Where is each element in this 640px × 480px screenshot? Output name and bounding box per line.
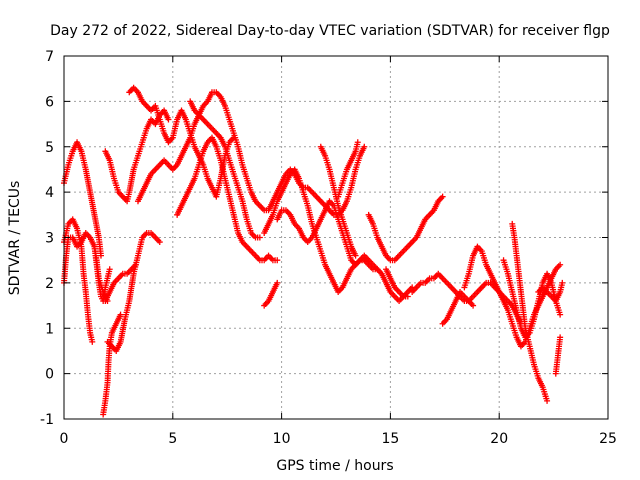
series-track-18	[365, 193, 446, 264]
x-tick-label: 5	[168, 431, 177, 447]
x-tick-label: 10	[273, 431, 291, 447]
series-track-17	[335, 139, 361, 200]
series-track-11	[174, 134, 281, 264]
data-point	[97, 252, 104, 259]
data-point	[544, 397, 551, 404]
y-tick-label: -1	[40, 412, 54, 428]
x-tick-label: 20	[490, 431, 508, 447]
data-marks	[61, 84, 566, 418]
chart-title: Day 272 of 2022, Sidereal Day-to-day VTE…	[50, 23, 610, 39]
data-point	[470, 302, 477, 309]
series-track-1	[61, 139, 104, 259]
y-tick-label: 0	[45, 367, 54, 383]
x-tick-label: 0	[60, 431, 69, 447]
data-point	[352, 252, 359, 259]
series-track-25	[552, 334, 564, 377]
series-track-13	[261, 279, 281, 309]
y-tick-labels: -1 0 1 2 3 4 5 6 7	[40, 49, 54, 428]
series-track-7	[104, 229, 163, 354]
series-track-24	[509, 220, 551, 404]
data-point	[557, 311, 564, 318]
x-tick-label: 15	[381, 431, 399, 447]
grid-lines	[64, 56, 608, 419]
series-track-15	[274, 198, 416, 305]
data-point	[559, 279, 566, 286]
data-point	[557, 334, 564, 341]
series-track-19	[383, 266, 411, 300]
y-tick-label: 7	[45, 49, 54, 65]
data-point	[274, 257, 281, 264]
series-track-2	[61, 216, 96, 345]
data-point	[89, 338, 96, 345]
y-tick-label: 1	[45, 321, 54, 337]
data-point	[361, 143, 368, 150]
data-point	[439, 193, 446, 200]
y-tick-label: 6	[45, 94, 54, 110]
data-point	[165, 116, 172, 123]
data-point	[256, 234, 263, 241]
data-point	[117, 311, 124, 318]
data-point	[354, 139, 361, 146]
y-axis-label: SDTVAR / TECUs	[7, 181, 23, 296]
series-track-12	[187, 98, 263, 241]
x-tick-label: 25	[599, 431, 617, 447]
series-track-5	[100, 311, 124, 418]
series-track-22	[461, 243, 564, 350]
series-track-26	[535, 279, 566, 305]
data-point	[106, 266, 113, 273]
axis-ticks	[63, 55, 609, 420]
y-tick-label: 3	[45, 231, 54, 247]
series-track-10	[134, 89, 368, 218]
data-point	[404, 293, 411, 300]
y-tick-label: 4	[45, 185, 54, 201]
x-tick-labels: 0 5 10 15 20 25	[60, 431, 617, 447]
data-point	[156, 239, 163, 246]
data-point	[274, 279, 281, 286]
series-track-21	[439, 288, 477, 327]
series-track-8	[102, 107, 172, 205]
y-tick-label: 5	[45, 140, 54, 156]
y-tick-label: 2	[45, 276, 54, 292]
data-point	[557, 261, 564, 268]
x-axis-label: GPS time / hours	[276, 458, 393, 474]
